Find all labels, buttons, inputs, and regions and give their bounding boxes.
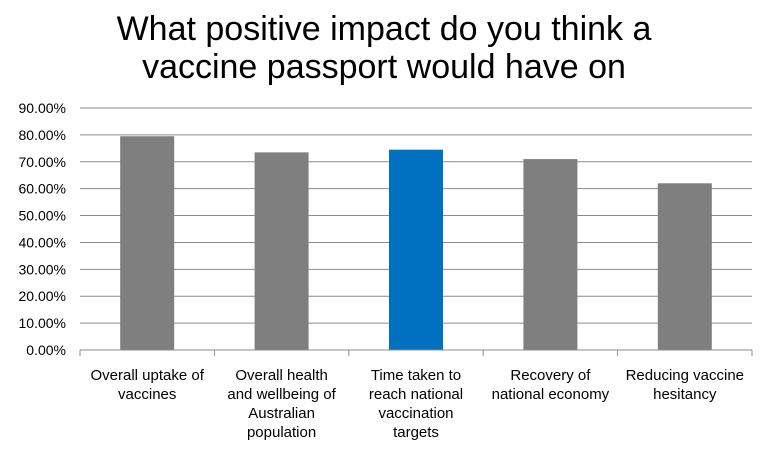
x-category-label-line: reach national [369, 386, 463, 403]
x-category-label-line: targets [393, 424, 439, 441]
y-tick-label: 40.00% [19, 234, 66, 250]
x-category-label-line: vaccination [378, 405, 453, 422]
x-category-label: Time taken to reach national vaccination ta… [369, 367, 463, 441]
x-category-label-line: vaccines [118, 386, 176, 403]
y-tick-label: 20.00% [19, 288, 66, 304]
x-category-label-line: Reducing vaccine [626, 367, 744, 384]
y-tick-label: 60.00% [19, 181, 66, 197]
x-axis [79, 349, 753, 356]
y-tick-label: 90.00% [19, 100, 66, 116]
y-tick-label: 80.00% [19, 127, 66, 143]
chart-title-line-1: What positive impact do you think a [116, 10, 652, 48]
x-category-label-line: Recovery of [510, 367, 591, 384]
x-axis-labels: Overall uptake of vaccines Overall health a… [90, 367, 744, 441]
bars [120, 136, 712, 350]
x-category-label: Overall uptake of vaccines [90, 367, 204, 403]
x-category-label-line: hesitancy [653, 386, 717, 403]
x-category-label: Recovery of national economy [492, 367, 610, 403]
x-category-label-line: population [247, 424, 316, 441]
bar [120, 136, 175, 350]
y-tick-label: 30.00% [19, 261, 66, 277]
x-category-label-line: and wellbeing of [227, 386, 336, 403]
x-category-label: Overall health and wellbeing of Australian… [227, 367, 336, 441]
y-tick-label: 70.00% [19, 154, 66, 170]
x-category-label-line: Australian [248, 405, 315, 422]
x-category-label-line: Time taken to [371, 367, 461, 384]
y-tick-label: 0.00% [26, 342, 66, 358]
bar [389, 149, 443, 350]
x-category-label-line: national economy [492, 386, 610, 403]
y-axis-ticks: 0.00% 10.00% 20.00% 30.00% 40.00% 50.00% 60.00… [19, 100, 66, 358]
bar [254, 152, 309, 350]
chart-title-line-2: vaccine passport would have on [142, 48, 626, 86]
x-category-label-line: Overall health [235, 367, 328, 384]
x-category-label: Reducing vaccine hesitancy [626, 367, 744, 403]
y-tick-label: 10.00% [19, 315, 66, 331]
chart-title: What positive impact do you think a vacc… [0, 10, 768, 86]
bar [657, 183, 712, 350]
bar [523, 159, 578, 350]
y-tick-label: 50.00% [19, 208, 66, 224]
x-category-label-line: Overall uptake of [90, 367, 204, 384]
